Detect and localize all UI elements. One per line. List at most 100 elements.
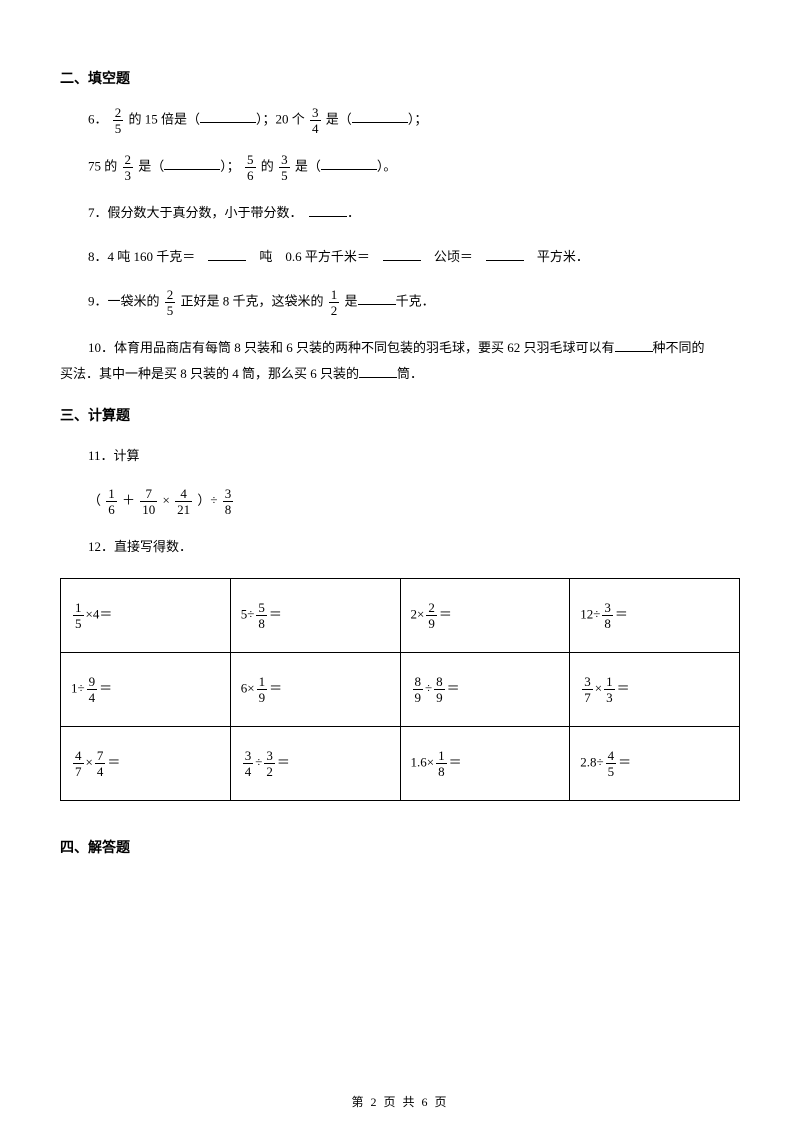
expr-text: 6×: [241, 680, 255, 695]
cell-r2c1: 1÷94＝: [61, 653, 231, 727]
q11-label: 计算: [114, 448, 140, 463]
cell-r3c3: 1.6×18＝: [400, 727, 570, 801]
frac-num: 9: [87, 675, 98, 689]
blank: [615, 339, 653, 352]
op-text: ÷: [255, 754, 262, 769]
frac-num: 3: [310, 106, 321, 120]
frac-num: 8: [434, 675, 445, 689]
expr-text: ＝: [269, 680, 282, 695]
expr-text: ＝: [615, 606, 628, 621]
frac-num: 2: [426, 601, 437, 615]
q6-text-1d: ）；: [408, 111, 428, 126]
q6-text-2b: 是（: [138, 158, 164, 173]
q9-a: 一袋米的: [108, 293, 160, 308]
cell-r1c4: 12÷38＝: [570, 579, 740, 653]
fraction: 94: [87, 675, 98, 704]
fraction: 29: [426, 601, 437, 630]
expr-text: 2.8÷: [580, 754, 603, 769]
fraction: 58: [256, 601, 267, 630]
q12-label: 直接写得数．: [114, 539, 192, 554]
q6-text-2d: 的: [261, 158, 274, 173]
table-row: 1÷94＝ 6×19＝ 89÷89＝ 37×13＝: [61, 653, 740, 727]
blank: [486, 248, 524, 261]
q8-b: 吨 0.6 平方千米＝: [259, 249, 370, 264]
frac-num: 5: [256, 601, 267, 615]
q11-times: ×: [163, 492, 170, 507]
question-9: 9．一袋米的 2 5 正好是 8 千克，这袋米的 1 2 是千克．: [88, 288, 740, 317]
fraction-3-4: 3 4: [310, 106, 321, 135]
frac-den: 5: [165, 302, 176, 317]
frac-num: 1: [604, 675, 615, 689]
q9-d: 千克．: [396, 293, 435, 308]
fraction: 13: [604, 675, 615, 704]
q12-num: 12．: [88, 539, 114, 554]
frac-num: 2: [123, 153, 134, 167]
expr-text: ＝: [618, 754, 631, 769]
frac-den: 4: [95, 763, 106, 778]
frac-num: 1: [106, 487, 117, 501]
q6-text-2c: ）；: [220, 158, 240, 173]
question-8: 8．4 吨 160 千克＝ 吨 0.6 平方千米＝ 公顷＝ 平方米．: [88, 244, 740, 270]
fraction-3-5: 3 5: [279, 153, 290, 182]
expr-text: ＝: [269, 606, 282, 621]
table-row: 47×74＝ 34÷32＝ 1.6×18＝ 2.8÷45＝: [61, 727, 740, 801]
q10-d: 筒．: [397, 366, 423, 381]
calc-table: 15×4＝ 5÷58＝ 2×29＝ 12÷38＝ 1÷94＝ 6×19＝ 89÷…: [60, 578, 740, 801]
expr-text: ＝: [439, 606, 452, 621]
frac-den: 7: [73, 763, 84, 778]
frac-num: 4: [175, 487, 192, 501]
fraction-5-6: 5 6: [245, 153, 256, 182]
table-row: 15×4＝ 5÷58＝ 2×29＝ 12÷38＝: [61, 579, 740, 653]
eq-text: ＝: [107, 754, 120, 769]
fraction-2-5b: 2 5: [165, 288, 176, 317]
frac-num: 1: [257, 675, 268, 689]
q6-num: 6．: [88, 111, 108, 126]
frac-den: 4: [87, 689, 98, 704]
q6-text-1b: ）；20 个: [256, 111, 305, 126]
expr-text: 2×: [411, 606, 425, 621]
fraction-2-5: 2 5: [113, 106, 124, 135]
q6-text-2e: 是（: [295, 158, 321, 173]
fraction: 15: [73, 601, 84, 630]
frac-num: 2: [113, 106, 124, 120]
q8-a: 4 吨 160 千克＝: [108, 249, 196, 264]
q7-tail: ．: [347, 205, 360, 220]
q9-num: 9．: [88, 293, 108, 308]
cell-r1c3: 2×29＝: [400, 579, 570, 653]
blank: [208, 248, 246, 261]
q10-num: 10．: [88, 340, 114, 355]
frac-den: 9: [434, 689, 445, 704]
blank: [359, 365, 397, 378]
frac-num: 1: [436, 749, 447, 763]
frac-num: 4: [73, 749, 84, 763]
frac-den: 6: [106, 501, 117, 516]
frac-num: 3: [602, 601, 613, 615]
expr-text: 1÷: [71, 680, 85, 695]
fraction: 74: [95, 749, 106, 778]
frac-num: 3: [264, 749, 275, 763]
question-12-label: 12．直接写得数．: [88, 534, 740, 560]
q11-open: （: [88, 492, 101, 507]
frac-den: 7: [582, 689, 593, 704]
question-10: 10．体育用品商店有每筒 8 只装和 6 只装的两种不同包装的羽毛球，要买 62…: [88, 335, 740, 387]
frac-num: 7: [95, 749, 106, 763]
fraction: 34: [243, 749, 254, 778]
question-6-line2: 75 的 2 3 是（）； 5 6 的 3 5 是（）。: [88, 153, 740, 182]
q10-c: 买法．其中一种是买 8 只装的 4 筒，那么买 6 只装的: [60, 366, 359, 381]
eq-text: ＝: [277, 754, 290, 769]
fraction: 45: [606, 749, 617, 778]
frac-den: 8: [256, 615, 267, 630]
blank: [383, 248, 421, 261]
expr-text: ＝: [99, 680, 112, 695]
frac-den: 8: [602, 615, 613, 630]
eq-text: ＝: [617, 680, 630, 695]
fraction-2-3: 2 3: [123, 153, 134, 182]
expr-text: ＝: [449, 754, 462, 769]
frac-num: 8: [413, 675, 424, 689]
blank: [309, 204, 347, 217]
q7-text: 假分数大于真分数，小于带分数．: [108, 205, 297, 220]
frac-den: 2: [329, 302, 340, 317]
cell-r3c4: 2.8÷45＝: [570, 727, 740, 801]
eq-text: ＝: [447, 680, 460, 695]
frac-num: 3: [223, 487, 234, 501]
